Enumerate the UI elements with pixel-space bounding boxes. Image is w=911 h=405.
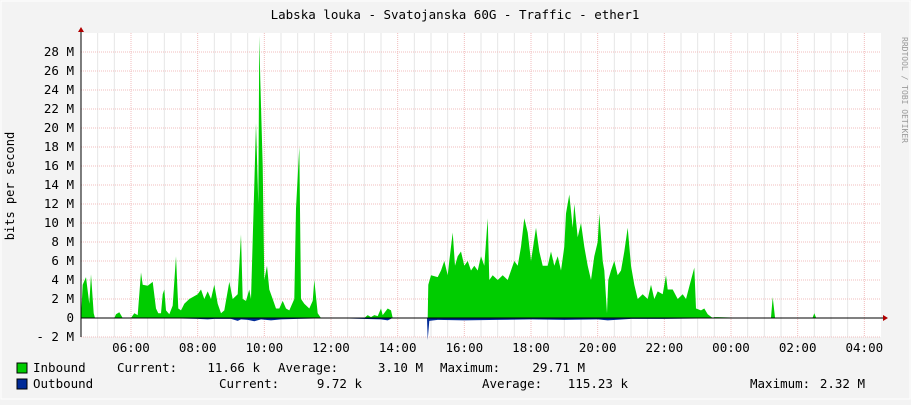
y-axis-arrow (78, 27, 84, 32)
y-tick-label: 18 M (44, 139, 74, 154)
grid-lines (81, 33, 881, 338)
rrdtool-watermark: RRDTOOL / TOBI OETIKER (900, 37, 909, 143)
inbound-area (81, 35, 881, 319)
y-tick-label: - 2 M (36, 329, 74, 344)
x-tick-label: 20:00 (579, 340, 617, 355)
x-tick-label: 14:00 (379, 340, 417, 355)
maximum-label: Maximum: (440, 360, 500, 375)
current-label: Current: (219, 376, 279, 391)
y-tick-label: 6 M (51, 253, 74, 268)
series-areas (81, 35, 881, 340)
maximum-value: 29.71 M (532, 360, 585, 375)
y-axis-label: bits per second (3, 132, 17, 240)
tick-labels: - 2 M 0 2 M 4 M 6 M 8 M 10 M 12 M 14 M 16 M 18 M 20… (36, 44, 883, 355)
current-label: Current: (117, 360, 177, 375)
x-tick-label: 12:00 (312, 340, 350, 355)
y-tick-label: 20 M (44, 120, 74, 135)
outbound-legend-label: Outbound (33, 376, 93, 391)
y-tick-label: 2 M (51, 291, 74, 306)
x-tick-label: 06:00 (112, 340, 150, 355)
legend: Inbound Current: 11.66 k Average: 3.10 M Maxi… (16, 360, 865, 391)
y-tick-label: 10 M (44, 215, 74, 230)
y-tick-label: 12 M (44, 196, 74, 211)
x-tick-label: 02:00 (779, 340, 817, 355)
x-tick-label: 08:00 (179, 340, 217, 355)
x-tick-label: 18:00 (512, 340, 550, 355)
average-value: 3.10 M (378, 360, 423, 375)
y-tick-label: 8 M (51, 234, 74, 249)
outbound-swatch (16, 378, 28, 390)
inbound-legend-label: Inbound (33, 360, 86, 375)
current-value: 11.66 k (207, 360, 260, 375)
x-tick-label: 00:00 (712, 340, 750, 355)
maximum-label: Maximum: (750, 376, 810, 391)
x-tick-label: 22:00 (646, 340, 684, 355)
chart-title: Labska louka - Svatojanska 60G - Traffic… (271, 7, 640, 22)
axes (78, 27, 888, 337)
x-tick-label: 10:00 (246, 340, 284, 355)
x-axis-arrow (883, 315, 888, 321)
average-value: 115.23 k (568, 376, 629, 391)
inbound-swatch (16, 362, 28, 374)
y-tick-label: 0 (66, 310, 74, 325)
average-label: Average: (278, 360, 338, 375)
current-value: 9.72 k (317, 376, 363, 391)
y-tick-label: 28 M (44, 44, 74, 59)
y-tick-label: 4 M (51, 272, 74, 287)
y-tick-label: 16 M (44, 158, 74, 173)
average-label: Average: (482, 376, 542, 391)
y-tick-label: 26 M (44, 63, 74, 78)
y-tick-label: 22 M (44, 101, 74, 116)
x-tick-label: 04:00 (846, 340, 884, 355)
y-tick-label: 24 M (44, 82, 74, 97)
maximum-value: 2.32 M (820, 376, 865, 391)
y-tick-label: 14 M (44, 177, 74, 192)
x-tick-label: 16:00 (446, 340, 484, 355)
